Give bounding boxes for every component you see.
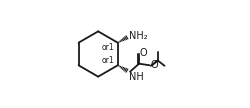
Text: NH₂: NH₂ (129, 31, 148, 41)
Text: O: O (150, 60, 158, 70)
Text: O: O (140, 48, 147, 58)
Text: or1: or1 (102, 56, 115, 65)
Text: NH: NH (129, 72, 144, 82)
Text: or1: or1 (102, 43, 115, 52)
